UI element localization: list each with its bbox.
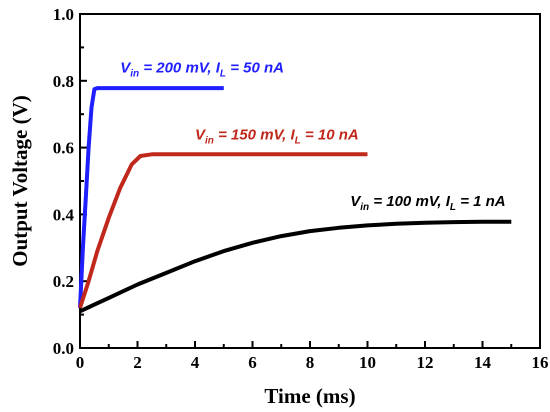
series-annotation-1: Vin = 200 mV, IL = 50 nA: [120, 59, 284, 79]
x-tick-label: 6: [248, 353, 257, 372]
series-line-2: [78, 152, 368, 309]
x-tick-label: 0: [76, 353, 85, 372]
x-tick-label: 14: [474, 353, 492, 372]
series-line-1: [78, 86, 224, 308]
y-axis-title: Output Voltage (V): [8, 95, 32, 267]
series-annotation-2: Vin = 150 mV, IL = 10 nA: [195, 126, 359, 146]
x-tick-label: 10: [359, 353, 376, 372]
series-layer: [78, 86, 512, 314]
x-tick-label: 8: [306, 353, 315, 372]
y-tick-label: 0.0: [53, 339, 74, 358]
x-tick-label: 12: [417, 353, 434, 372]
y-tick-label: 0.6: [53, 139, 74, 158]
x-axis-ticks: 0 2 4 6 8 10 12 14 16: [76, 341, 549, 372]
series-annotation-3: Vin = 100 mV, IL = 1 nA: [350, 193, 505, 213]
series-line-3: [79, 219, 512, 314]
x-tick-label: 16: [532, 353, 549, 372]
y-tick-label: 1.0: [53, 5, 74, 24]
x-axis-title: Time (ms): [264, 384, 355, 408]
y-axis-ticks: 0.0 0.2 0.4 0.6 0.8 1.0: [53, 5, 87, 358]
y-tick-label: 0.4: [53, 205, 75, 224]
y-tick-label: 0.8: [53, 72, 74, 91]
x-tick-label: 2: [133, 353, 142, 372]
annotation-layer: Vin = 200 mV, IL = 50 nA Vin = 150 mV, IL…: [120, 59, 505, 213]
x-tick-label: 4: [191, 353, 200, 372]
y-tick-label: 0.2: [53, 272, 74, 291]
